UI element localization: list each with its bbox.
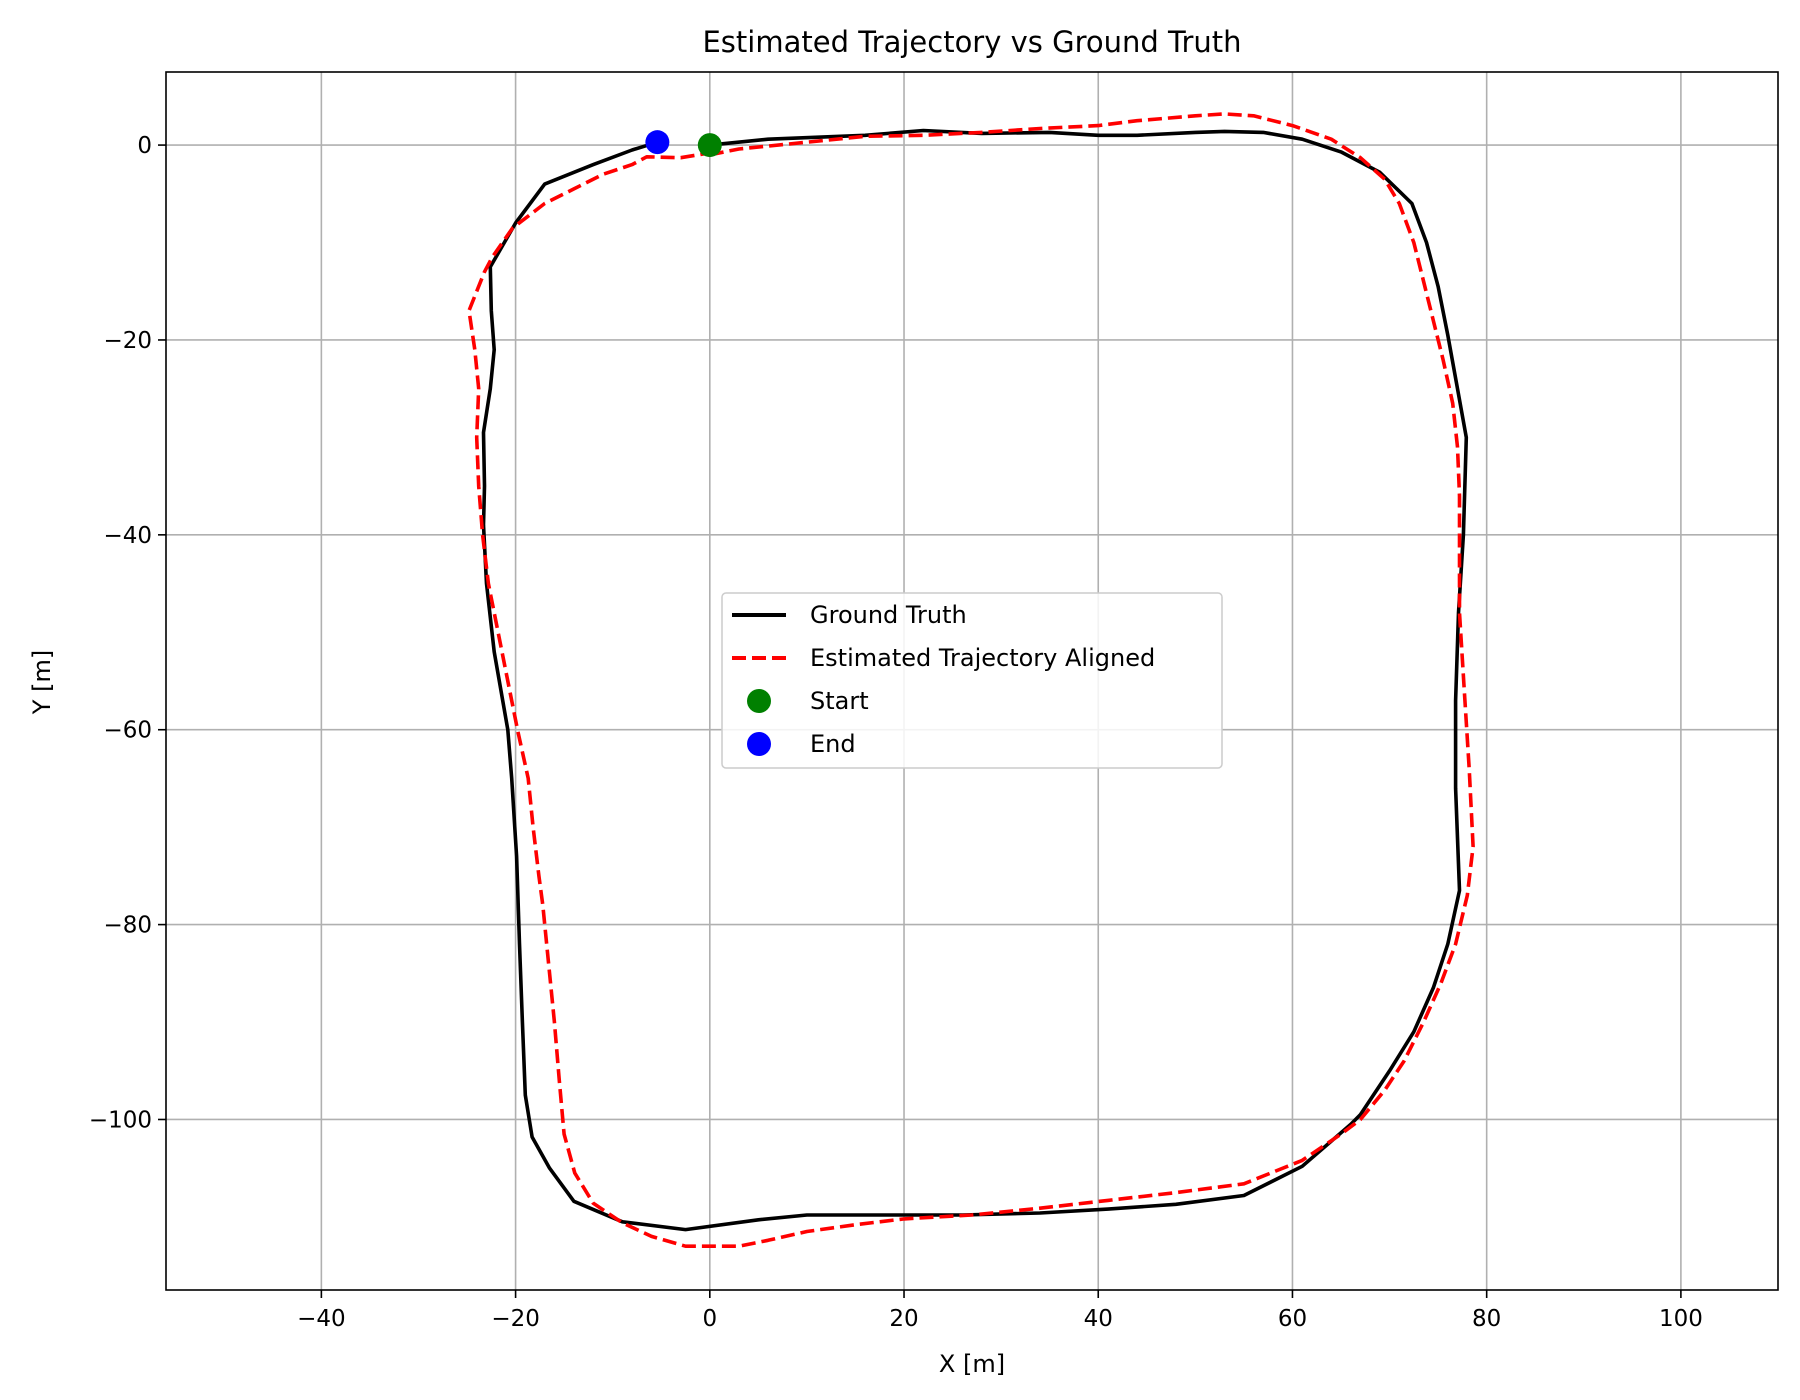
- grid: [166, 72, 1778, 1290]
- start-marker: [697, 133, 722, 158]
- plot-frame: [165, 71, 1779, 1291]
- x-axis-label: X [m]: [939, 1350, 1005, 1378]
- chart-title: Estimated Trajectory vs Ground Truth: [702, 25, 1241, 59]
- plot-markers: [645, 130, 722, 158]
- y-axis-label: Y [m]: [28, 650, 56, 715]
- ground-truth-line: [481, 128, 1469, 1232]
- x-tick-label: 40: [1084, 1306, 1113, 1332]
- y-tick-label: 0: [137, 133, 152, 159]
- y-tick-label: −100: [89, 1107, 152, 1133]
- estimated-trajectory-line: [467, 112, 1475, 1248]
- legend-swatch-start: [747, 689, 771, 713]
- y-tick-label: −80: [103, 913, 152, 939]
- x-tick-label: 100: [1659, 1306, 1703, 1332]
- end-marker: [645, 130, 670, 155]
- legend-box: [721, 592, 1223, 769]
- y-tick-label: −40: [103, 523, 152, 549]
- legend: Ground Truth Estimated Trajectory Aligne…: [721, 592, 1223, 769]
- x-tick-label: 20: [889, 1306, 918, 1332]
- x-tick-label: −40: [297, 1306, 346, 1332]
- x-tick-label: 60: [1278, 1306, 1307, 1332]
- axis-ticks: −40 −20 0 20 40 60 80 100 0 −20 −40 −60 −80 −100: [89, 133, 1703, 1332]
- legend-label-end: End: [810, 730, 856, 758]
- x-tick-label: 80: [1472, 1306, 1501, 1332]
- x-tick-label: −20: [491, 1306, 540, 1332]
- plot-series: [467, 112, 1475, 1248]
- legend-swatch-end: [747, 732, 771, 756]
- legend-label-start: Start: [810, 687, 869, 715]
- y-tick-label: −20: [103, 328, 152, 354]
- y-tick-label: −60: [103, 718, 152, 744]
- x-tick-label: 0: [702, 1306, 717, 1332]
- legend-label-ground-truth: Ground Truth: [810, 601, 967, 629]
- legend-label-estimated: Estimated Trajectory Aligned: [810, 644, 1155, 672]
